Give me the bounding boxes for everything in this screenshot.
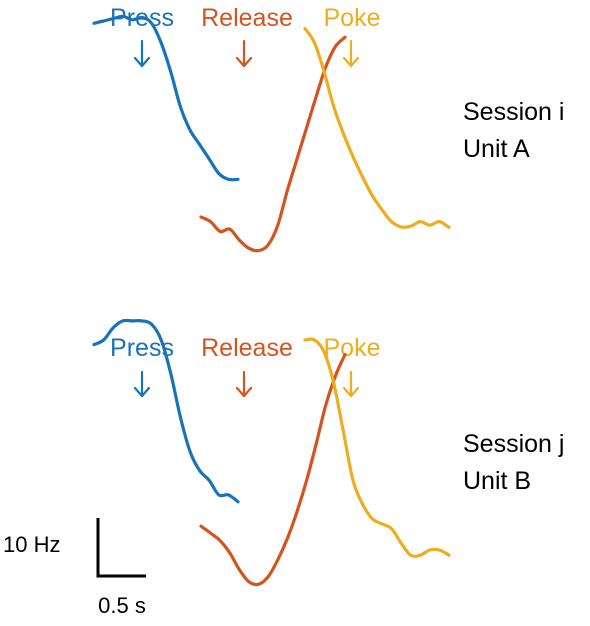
scale-bar: 10 Hz 0.5 s (3, 518, 146, 618)
session-label: Session j (463, 430, 564, 458)
event-label-poke: Poke (324, 334, 381, 362)
arrow-press-icon (133, 370, 151, 398)
arrow-release-icon (235, 39, 253, 68)
panel-session-j: Press Release Poke Session j Unit B (92, 318, 564, 587)
trace-poke-line (303, 337, 451, 558)
trace-press-line (92, 14, 240, 182)
event-label-release: Release (201, 4, 293, 32)
arrow-poke-icon (342, 370, 360, 398)
arrow-release-icon (235, 370, 253, 398)
trace-release-line (199, 35, 347, 253)
scale-y-label: 10 Hz (3, 532, 60, 557)
trace-press-line (92, 318, 240, 504)
event-label-release: Release (201, 334, 293, 362)
scale-x-label: 0.5 s (98, 593, 146, 618)
unit-label: Unit B (463, 467, 531, 495)
trace-poke-line (303, 26, 451, 229)
unit-label: Unit A (463, 135, 530, 163)
panel-session-i: Press Release Poke Session i Unit A (92, 4, 564, 253)
scale-bar-line (96, 518, 146, 578)
arrow-press-icon (133, 39, 151, 68)
trace-release-line (199, 352, 347, 587)
session-label: Session i (463, 98, 564, 126)
event-label-poke: Poke (324, 4, 381, 32)
arrow-poke-icon (342, 39, 360, 68)
